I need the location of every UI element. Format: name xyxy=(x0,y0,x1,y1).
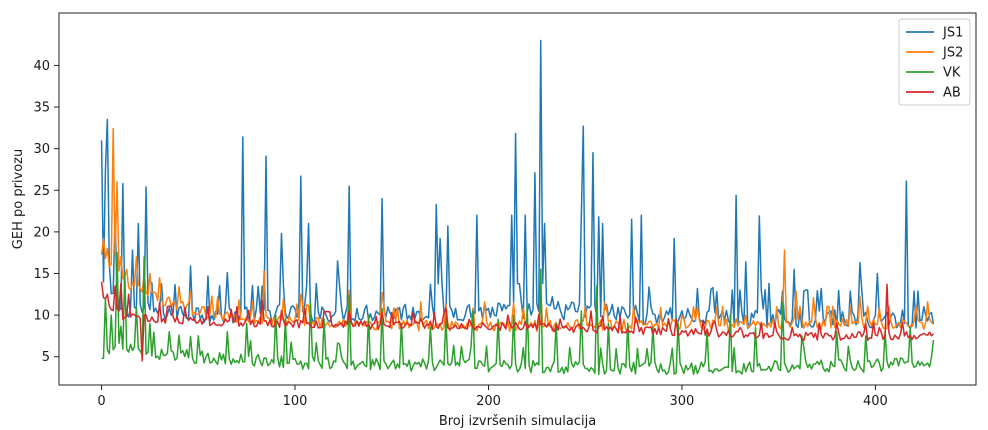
y-tick-label: 40 xyxy=(33,59,50,74)
y-tick-label: 35 xyxy=(33,101,50,116)
series-line-vk xyxy=(101,251,935,376)
y-tick-label: 15 xyxy=(33,267,50,282)
y-tick-label: 25 xyxy=(33,184,50,199)
plot-lines xyxy=(100,39,935,376)
x-axis-ticks: 0 100 200 300 400 xyxy=(97,385,888,409)
legend-label-vk: VK xyxy=(943,66,961,81)
plot-frame xyxy=(58,12,977,386)
y-tick-label: 30 xyxy=(33,142,50,157)
y-axis-ticks: 5 10 15 20 25 30 35 40 xyxy=(33,59,59,365)
x-tick-label: 400 xyxy=(863,394,888,409)
x-tick-label: 0 xyxy=(97,394,105,409)
x-tick-label: 100 xyxy=(283,394,308,409)
x-tick-label: 300 xyxy=(670,394,695,409)
y-tick-label: 20 xyxy=(33,225,50,240)
x-tick-label: 200 xyxy=(476,394,501,409)
legend-box xyxy=(898,18,971,106)
y-axis-label: GEH po privozu xyxy=(11,149,26,249)
legend-label-ab: AB xyxy=(943,86,961,101)
series-line-ab xyxy=(100,281,934,362)
legend-label-js1: JS1 xyxy=(942,26,963,41)
legend: JS1 JS2 VK AB xyxy=(898,18,971,106)
y-tick-label: 5 xyxy=(42,350,50,365)
x-axis-label: Broj izvršenih simulacija xyxy=(439,414,596,429)
legend-label-js2: JS2 xyxy=(942,46,963,61)
y-tick-label: 10 xyxy=(33,309,50,324)
